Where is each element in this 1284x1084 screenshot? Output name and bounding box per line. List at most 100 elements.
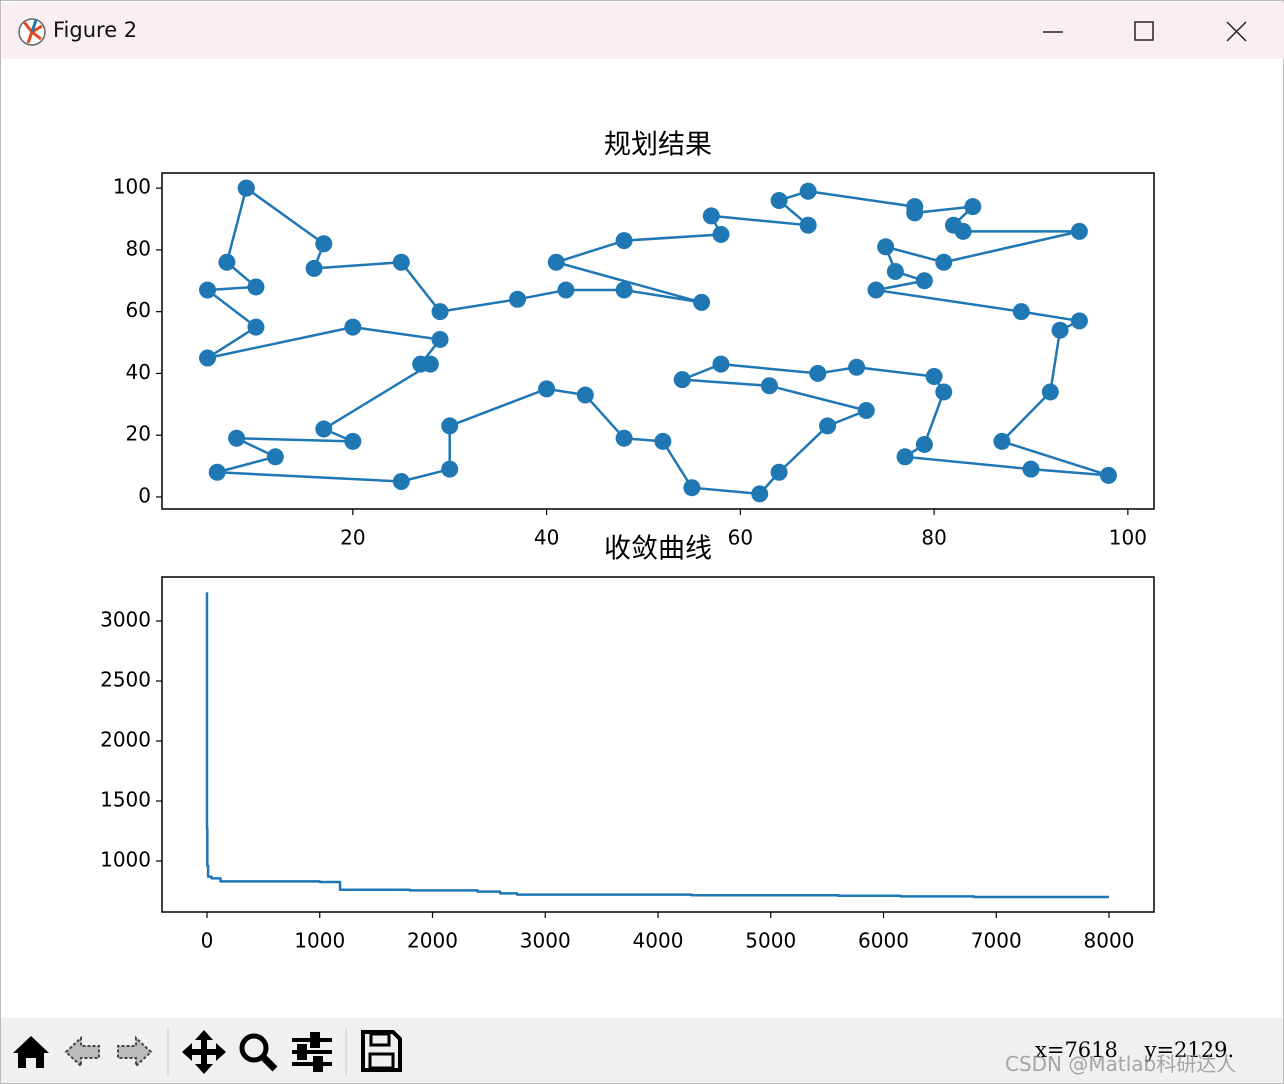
line: [205, 592, 1110, 899]
x-tick-label: 40: [534, 526, 559, 550]
marker: [915, 435, 933, 453]
marker: [702, 207, 720, 225]
marker: [576, 386, 594, 404]
toolbar: x=7618 y=2129.: [1, 1018, 1283, 1083]
marker: [1022, 460, 1040, 478]
marker: [712, 355, 730, 373]
app-icon: [18, 18, 46, 46]
marker: [993, 432, 1011, 450]
title-bar: Figure 2: [2, 2, 1284, 59]
status-text: x=7618 y=2129.: [1035, 1038, 1235, 1062]
marker: [344, 432, 362, 450]
marker: [509, 290, 527, 308]
marker: [935, 383, 953, 401]
y-tick-label: 2500: [100, 668, 151, 692]
x-tick-label: 4000: [633, 929, 684, 953]
marker: [247, 318, 265, 336]
marker: [751, 485, 769, 503]
x-tick-label: 1000: [294, 929, 345, 953]
marker: [915, 272, 933, 290]
marker: [218, 253, 236, 271]
marker: [412, 355, 430, 373]
pan-button[interactable]: [182, 1030, 226, 1074]
line: [206, 187, 1110, 496]
marker: [441, 417, 459, 435]
y-tick-label: 40: [126, 360, 151, 384]
zoom-button[interactable]: [239, 1033, 278, 1072]
marker: [683, 479, 701, 497]
marker: [315, 235, 333, 253]
marker: [237, 179, 255, 197]
marker: [906, 204, 924, 222]
marker: [925, 368, 943, 386]
x-tick-label: 100: [1109, 526, 1147, 550]
y-tick-label: 0: [138, 483, 151, 507]
marker: [760, 377, 778, 395]
home-button[interactable]: [13, 1036, 49, 1068]
marker: [770, 191, 788, 209]
x-tick-label: 5000: [745, 929, 796, 953]
marker: [819, 417, 837, 435]
configure-button[interactable]: [292, 1032, 332, 1072]
back-button[interactable]: [64, 1035, 100, 1069]
marker: [712, 225, 730, 243]
marker: [886, 263, 904, 281]
toolbar-icons: [13, 1028, 402, 1076]
y-tick-label: 20: [126, 422, 151, 446]
marker: [848, 358, 866, 376]
marker: [431, 303, 449, 321]
marker: [867, 281, 885, 299]
y-tick-label: 1000: [100, 848, 151, 872]
marker: [315, 420, 333, 438]
marker: [896, 448, 914, 466]
y-tick-label: 1500: [100, 788, 151, 812]
marker: [1070, 312, 1088, 330]
marker: [693, 293, 711, 311]
x-tick-label: 6000: [858, 929, 909, 953]
close-button[interactable]: [1226, 21, 1247, 42]
marker: [799, 182, 817, 200]
y-tick-label: 2000: [100, 728, 151, 752]
marker: [557, 281, 575, 299]
x-tick-label: 8000: [1084, 929, 1135, 953]
marker: [392, 473, 410, 491]
chart-title: 收敛曲线: [604, 534, 712, 565]
marker: [770, 463, 788, 481]
marker: [547, 253, 565, 271]
window-title: Figure 2: [53, 18, 138, 42]
marker: [208, 463, 226, 481]
marker: [1041, 383, 1059, 401]
marker: [654, 432, 672, 450]
chart-title: 规划结果: [604, 130, 712, 161]
marker: [615, 281, 633, 299]
forward-button[interactable]: [117, 1035, 153, 1069]
x-tick-label: 7000: [971, 929, 1022, 953]
x-tick-label: 0: [201, 929, 214, 953]
y-tick-label: 100: [113, 175, 151, 199]
marker: [935, 253, 953, 271]
marker: [431, 330, 449, 348]
x-tick-label: 2000: [407, 929, 458, 953]
x-tick-label: 60: [728, 526, 753, 550]
marker: [877, 238, 895, 256]
marker: [954, 222, 972, 240]
save-button[interactable]: [361, 1030, 402, 1072]
marker: [392, 253, 410, 271]
marker: [1099, 466, 1117, 484]
y-tick-label: 60: [126, 298, 151, 322]
maximize-button[interactable]: [1134, 21, 1154, 41]
axes-frame: [161, 576, 1155, 913]
marker: [538, 380, 556, 398]
title-icons: [18, 18, 1247, 46]
marker: [799, 216, 817, 234]
marker: [615, 232, 633, 250]
marker: [305, 259, 323, 277]
y-tick-label: 3000: [100, 608, 151, 632]
marker: [809, 364, 827, 382]
marker: [964, 198, 982, 216]
marker: [199, 349, 217, 367]
y-tick-label: 80: [126, 236, 151, 260]
axes-frame: [161, 172, 1155, 510]
